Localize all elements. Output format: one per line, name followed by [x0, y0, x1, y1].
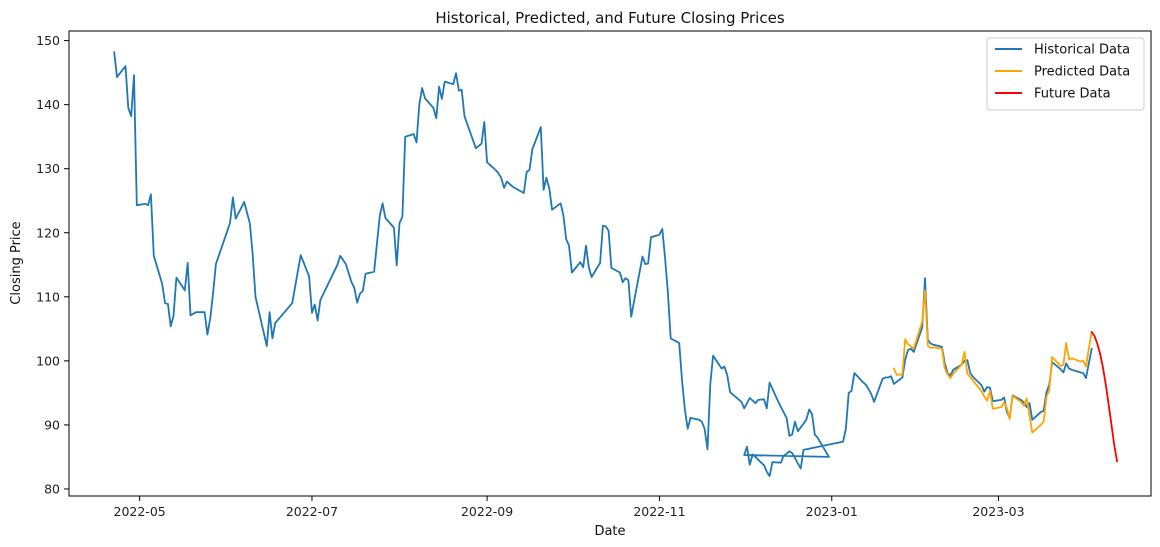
- legend-box: [986, 37, 1145, 111]
- x-axis: 2022-05 2022-07 2022-09 2022-11 2023-01 2023-…: [114, 496, 1025, 519]
- y-tick-label: 80: [44, 481, 60, 496]
- series-line-historical-data: [113, 51, 1093, 477]
- x-tick-label: 2023-03: [972, 504, 1024, 519]
- legend-label: Historical Data: [1034, 43, 1130, 58]
- legend-label: Predicted Data: [1034, 65, 1130, 80]
- y-tick-label: 90: [44, 417, 60, 432]
- plot-area: [68, 30, 1152, 497]
- plot-frame: [68, 30, 1152, 497]
- y-tick-label: 110: [36, 289, 60, 304]
- x-tick-label: 2022-07: [286, 504, 338, 519]
- chart-title: Historical, Predicted, and Future Closin…: [435, 9, 784, 27]
- y-tick-label: 100: [36, 353, 60, 368]
- legend-label: Future Data: [1034, 87, 1111, 102]
- series-layer: [113, 51, 1118, 477]
- x-tick-label: 2022-09: [461, 504, 513, 519]
- y-tick-label: 120: [36, 225, 60, 240]
- legend: Historical Data Predicted Data Future Data: [986, 37, 1145, 111]
- x-axis-title: Date: [594, 524, 625, 539]
- series-line-predicted-data: [893, 289, 1093, 434]
- series-line-future-data: [1090, 331, 1118, 463]
- y-axis-title: Closing Price: [9, 221, 24, 304]
- x-tick-label: 2022-05: [114, 504, 166, 519]
- x-tick-label: 2023-01: [806, 504, 858, 519]
- y-tick-label: 150: [36, 33, 60, 48]
- y-tick-label: 130: [36, 161, 60, 176]
- y-axis: 80 90 100 110 120 130 140 150: [36, 33, 69, 496]
- y-tick-label: 140: [36, 97, 60, 112]
- x-tick-label: 2022-11: [633, 504, 685, 519]
